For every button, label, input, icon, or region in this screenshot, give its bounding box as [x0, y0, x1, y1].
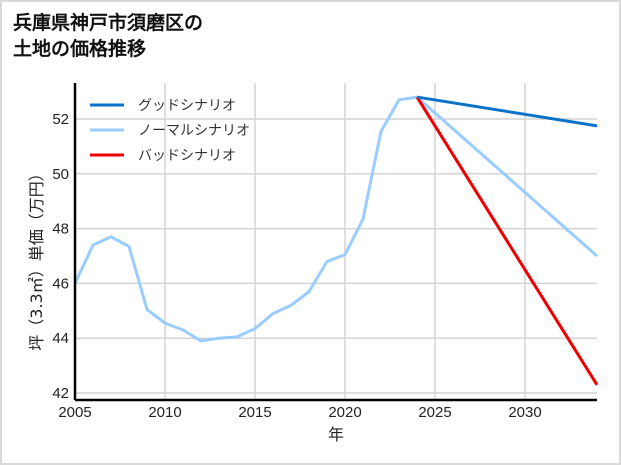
axis-ticks: 2005 2010 2015 2020 2025 2030 42 44 46 48 50 52 [52, 111, 541, 421]
y-tick-label: 50 [52, 166, 69, 183]
grid-lines [74, 83, 597, 400]
scenario-line-0 [416, 95, 598, 128]
chart-title-line2: 土地の価格推移 [13, 38, 147, 60]
y-tick-label: 48 [52, 221, 69, 238]
history-line [73, 95, 418, 343]
legend-label: グッドシナリオ [138, 98, 236, 114]
x-tick-label: 2030 [508, 404, 541, 421]
scenario-line-1 [416, 95, 598, 258]
y-tick-label: 46 [52, 275, 69, 292]
data-lines [73, 95, 599, 386]
x-axis-label: 年 [328, 425, 344, 444]
x-tick-label: 2025 [418, 404, 451, 421]
x-tick-label: 2005 [58, 404, 91, 421]
x-tick-label: 2015 [238, 404, 271, 421]
legend-label: ノーマルシナリオ [138, 123, 250, 139]
y-tick-label: 44 [52, 330, 69, 347]
axes [73, 83, 597, 402]
x-tick-label: 2010 [148, 404, 181, 421]
scenario-line-2 [415, 96, 599, 386]
y-axis-label: 坪（3.3㎡）単価（万円） [27, 165, 46, 350]
x-tick-label: 2020 [328, 404, 361, 421]
y-tick-label: 52 [52, 111, 69, 128]
chart-title: 兵庫県神戸市須磨区の 土地の価格推移 [13, 10, 203, 62]
legend-label: バッドシナリオ [138, 148, 236, 164]
y-tick-label: 42 [52, 385, 69, 402]
chart-title-line1: 兵庫県神戸市須磨区の [13, 12, 204, 34]
